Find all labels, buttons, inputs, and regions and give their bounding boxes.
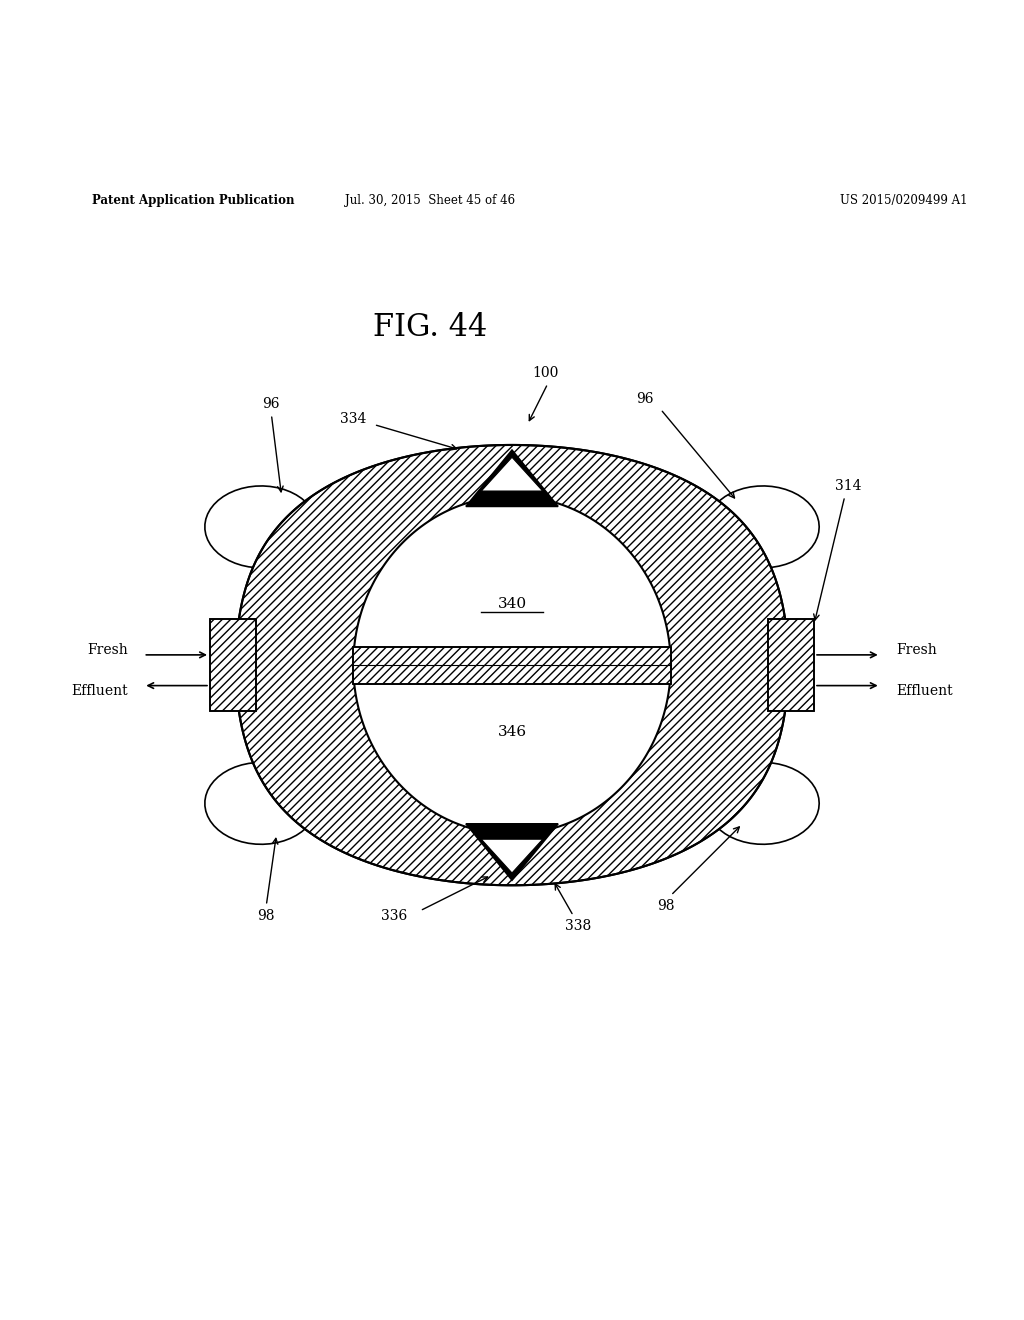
Text: 338: 338 [565,919,592,933]
Text: 314: 314 [835,479,861,492]
Text: Effluent: Effluent [72,684,128,698]
Text: Jul. 30, 2015  Sheet 45 of 46: Jul. 30, 2015 Sheet 45 of 46 [345,194,515,207]
Text: 346: 346 [498,725,526,739]
Polygon shape [466,824,558,880]
Polygon shape [481,457,543,491]
Text: 98: 98 [656,899,675,912]
Text: 100: 100 [532,366,559,380]
Text: Fresh: Fresh [87,643,128,657]
Text: 334: 334 [340,412,367,426]
Text: 96: 96 [636,392,654,405]
Text: 336: 336 [381,909,408,923]
Polygon shape [481,840,543,873]
Polygon shape [205,486,317,568]
Polygon shape [205,763,317,845]
Polygon shape [236,445,788,886]
Text: US 2015/0209499 A1: US 2015/0209499 A1 [840,194,968,207]
Text: 98: 98 [257,909,275,923]
Text: Fresh: Fresh [896,643,937,657]
Polygon shape [466,450,558,507]
Polygon shape [210,619,256,711]
Polygon shape [768,619,814,711]
Polygon shape [707,486,819,568]
Polygon shape [353,647,671,684]
Text: FIG. 44: FIG. 44 [373,312,487,343]
Polygon shape [707,763,819,845]
Text: Effluent: Effluent [896,684,952,698]
Text: 96: 96 [262,397,281,411]
Text: 340: 340 [498,597,526,611]
Polygon shape [353,496,671,834]
Text: Patent Application Publication: Patent Application Publication [92,194,295,207]
